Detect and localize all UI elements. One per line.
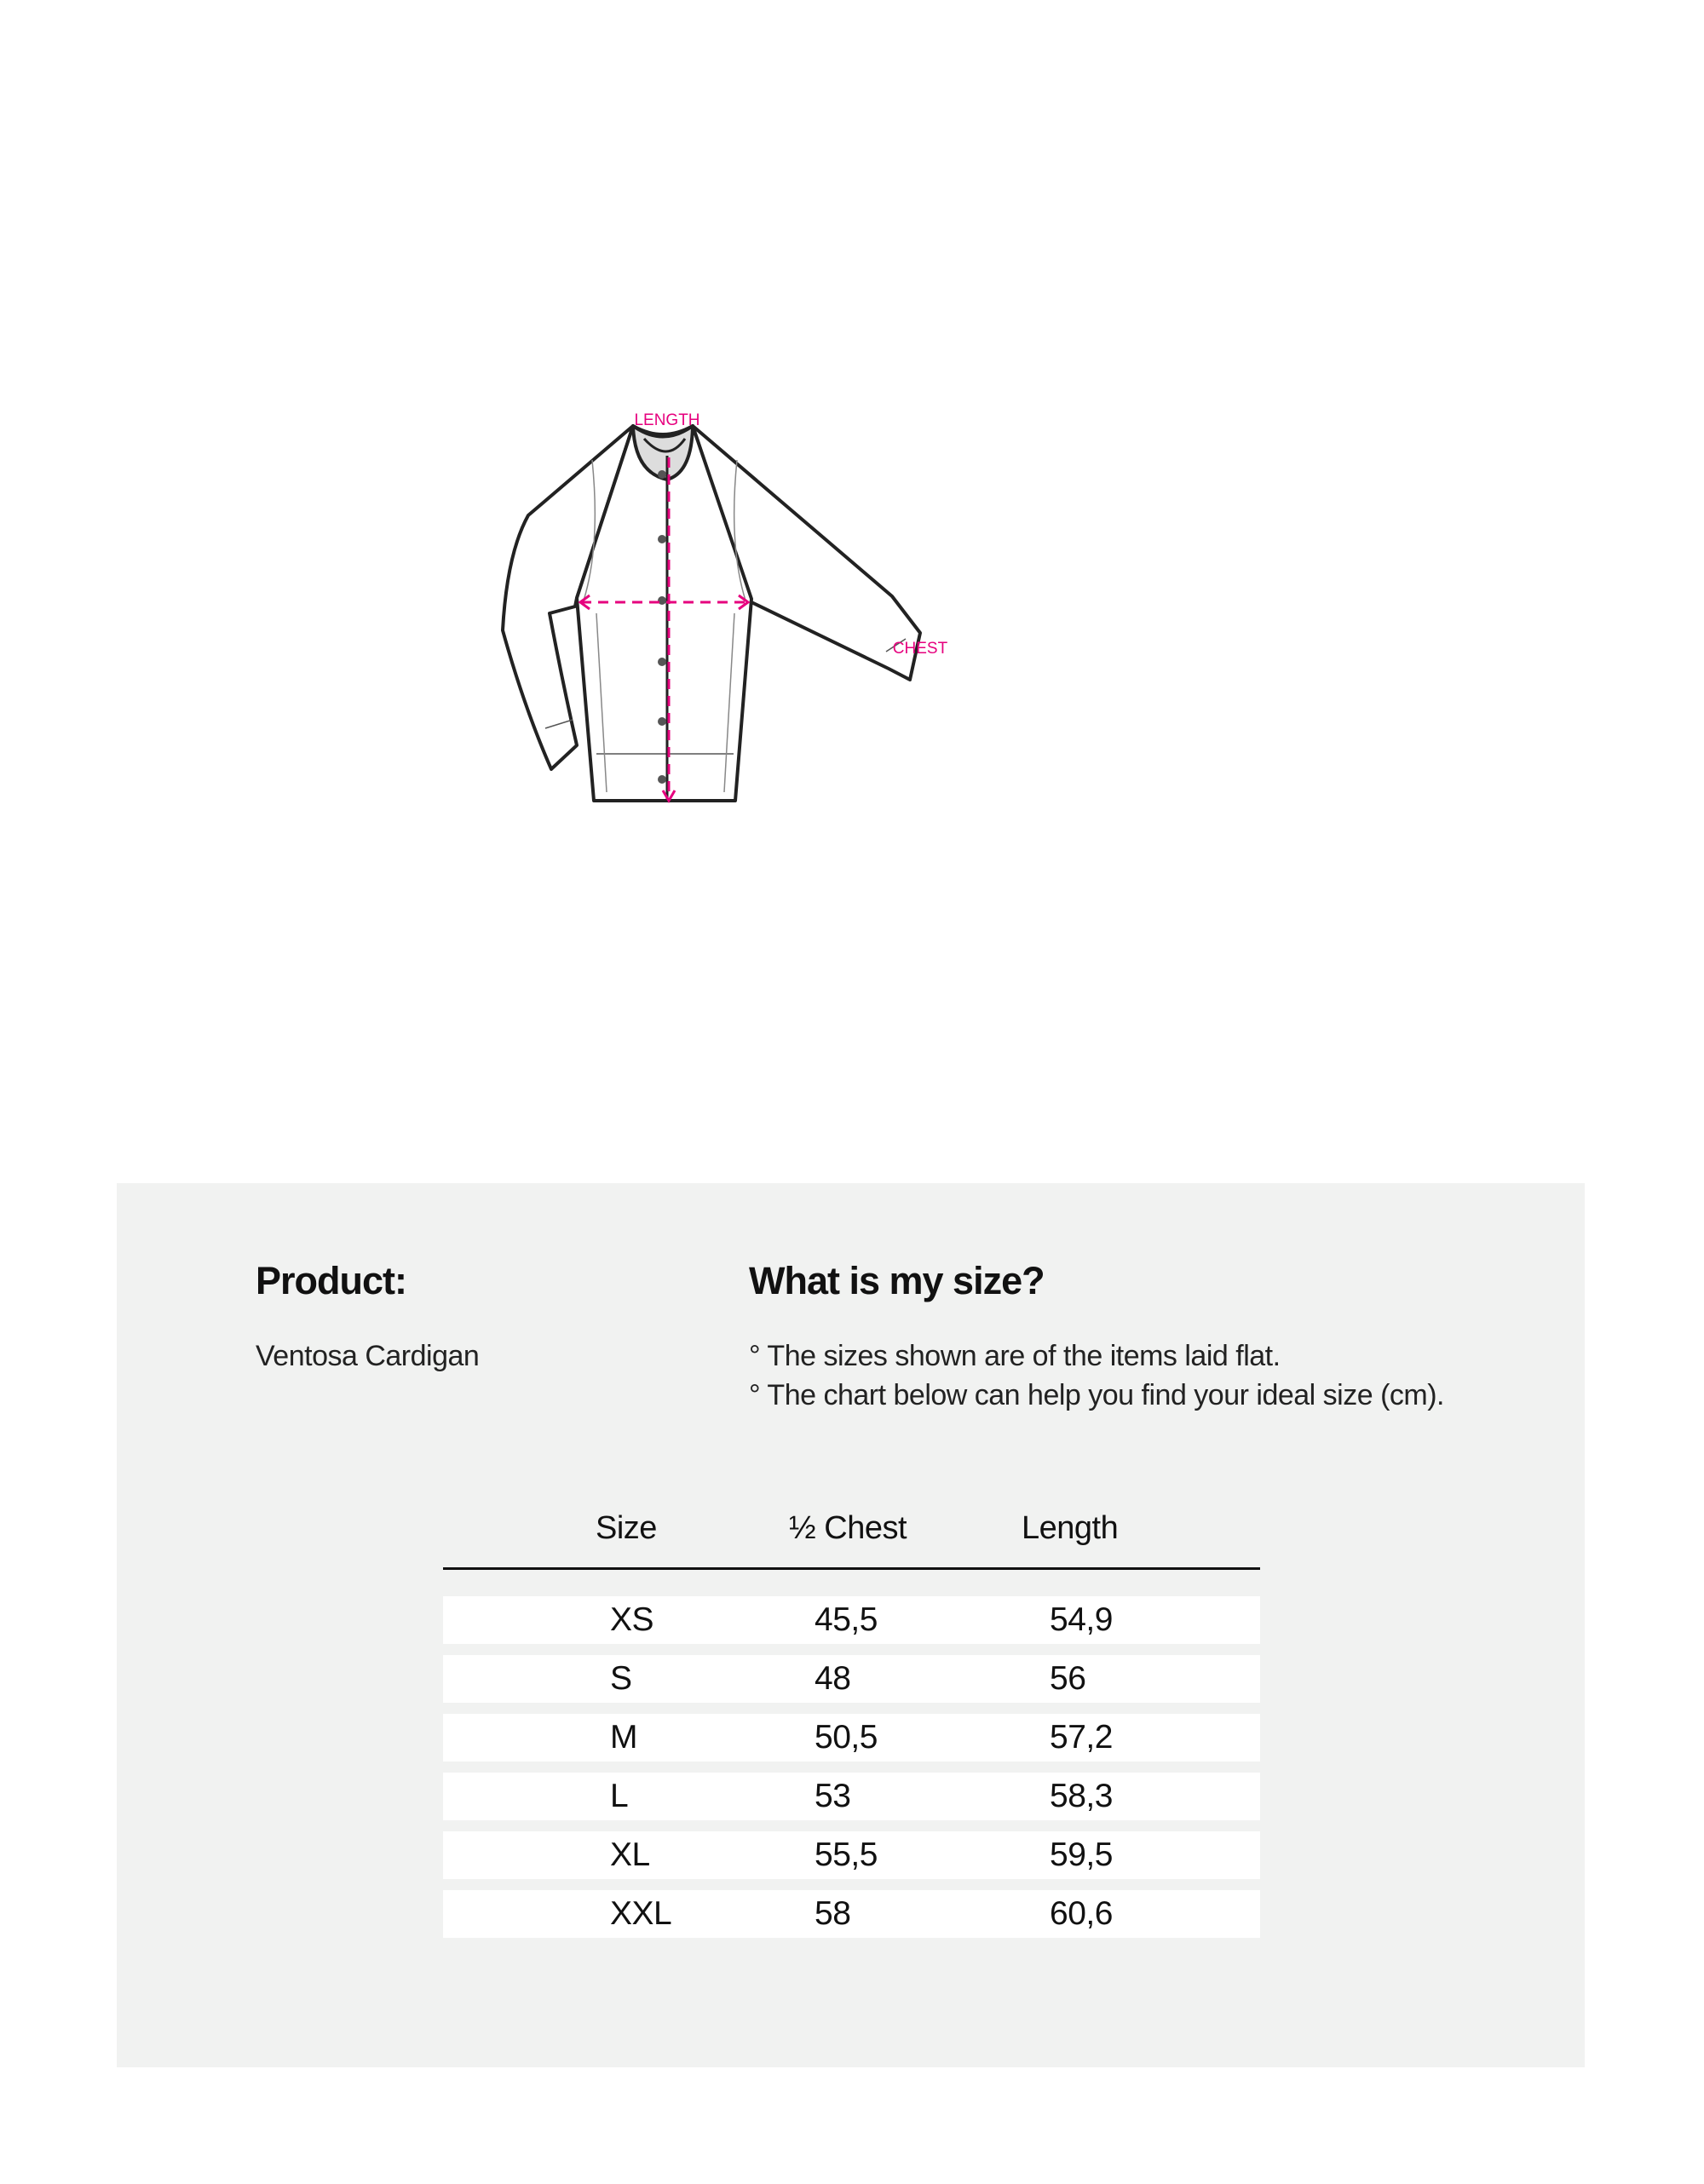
header-length: Length <box>1022 1510 1119 1546</box>
header-divider <box>443 1567 1260 1570</box>
product-name: Ventosa Cardigan <box>256 1340 480 1372</box>
chest-arrow-left-icon <box>578 594 590 611</box>
length-arrow-icon <box>661 790 676 803</box>
cardigan-diagram: LENGTH CHEST <box>501 411 948 803</box>
cell-half-chest: 58 <box>815 1895 851 1932</box>
note-chart-help: ° The chart below can help you find your… <box>749 1379 1445 1411</box>
cell-size: L <box>610 1778 629 1814</box>
cell-size: XL <box>610 1836 650 1873</box>
size-heading: What is my size? <box>749 1259 1045 1302</box>
cell-half-chest: 48 <box>815 1660 851 1697</box>
table-row: XS 45,5 54,9 <box>443 1596 1260 1644</box>
cell-half-chest: 45,5 <box>815 1601 878 1638</box>
cell-length: 56 <box>1050 1660 1086 1697</box>
cell-length: 54,9 <box>1050 1601 1113 1638</box>
cell-half-chest: 50,5 <box>815 1719 878 1756</box>
cell-half-chest: 53 <box>815 1778 851 1814</box>
note-laid-flat: ° The sizes shown are of the items laid … <box>749 1340 1281 1372</box>
cell-size: XS <box>610 1601 654 1638</box>
product-heading: Product: <box>256 1259 407 1302</box>
cell-length: 59,5 <box>1050 1836 1113 1873</box>
header-half-chest: ½ Chest <box>789 1510 907 1546</box>
chest-arrow-right-icon <box>738 594 751 611</box>
measure-lines <box>578 457 751 803</box>
cell-size: S <box>610 1660 632 1697</box>
cell-length: 57,2 <box>1050 1719 1113 1756</box>
cell-length: 60,6 <box>1050 1895 1113 1932</box>
cell-length: 58,3 <box>1050 1778 1113 1814</box>
table-row: L 53 58,3 <box>443 1773 1260 1820</box>
cell-half-chest: 55,5 <box>815 1836 878 1873</box>
chest-label: CHEST <box>893 640 948 658</box>
cell-size: M <box>610 1719 638 1756</box>
header-size: Size <box>596 1510 657 1546</box>
table-row: XXL 58 60,6 <box>443 1890 1260 1938</box>
seam-lines <box>583 459 746 793</box>
length-label: LENGTH <box>634 411 699 429</box>
buttons <box>658 470 666 784</box>
table-row: M 50,5 57,2 <box>443 1714 1260 1762</box>
table-row: S 48 56 <box>443 1655 1260 1703</box>
table-row: XL 55,5 59,5 <box>443 1831 1260 1879</box>
rib-lines <box>544 638 907 755</box>
cardigan-outline <box>501 424 922 802</box>
cell-size: XXL <box>610 1895 672 1932</box>
